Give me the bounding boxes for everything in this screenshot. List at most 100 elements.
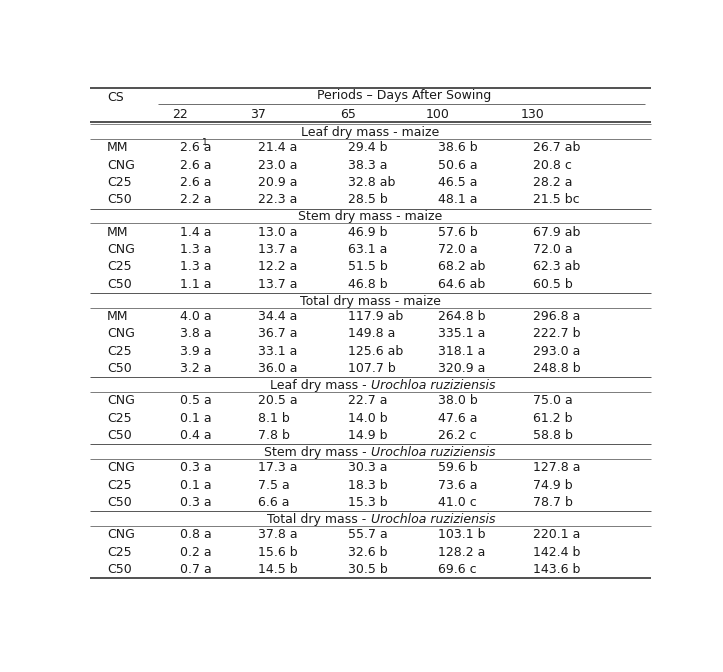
Text: Urochloa ruziziensis: Urochloa ruziziensis [371, 513, 495, 526]
Text: 38.0 b: 38.0 b [438, 394, 477, 407]
Text: 13.7 a: 13.7 a [259, 243, 298, 256]
Text: 74.9 b: 74.9 b [533, 478, 573, 492]
Text: C50: C50 [107, 278, 132, 291]
Text: 2.6 a: 2.6 a [180, 141, 212, 154]
Text: 47.6 a: 47.6 a [438, 412, 477, 425]
Text: 68.2 ab: 68.2 ab [438, 260, 485, 274]
Text: 38.6 b: 38.6 b [438, 141, 477, 154]
Text: 3.2 a: 3.2 a [180, 362, 212, 375]
Text: 8.1 b: 8.1 b [259, 412, 290, 425]
Text: 2.6 a: 2.6 a [180, 176, 212, 189]
Text: 142.4 b: 142.4 b [533, 546, 581, 558]
Text: C25: C25 [107, 412, 132, 425]
Text: 1.1 a: 1.1 a [180, 278, 212, 291]
Text: 41.0 c: 41.0 c [438, 496, 476, 509]
Text: CS: CS [107, 91, 124, 103]
Text: CNG: CNG [107, 327, 135, 340]
Text: C50: C50 [107, 429, 132, 442]
Text: 65: 65 [341, 108, 356, 121]
Text: 30.5 b: 30.5 b [348, 563, 388, 576]
Text: 69.6 c: 69.6 c [438, 563, 476, 576]
Text: Periods – Days After Sowing: Periods – Days After Sowing [317, 89, 492, 102]
Text: 2.2 a: 2.2 a [180, 194, 212, 206]
Text: Total dry mass -: Total dry mass - [268, 513, 371, 526]
Text: 36.0 a: 36.0 a [259, 362, 298, 375]
Text: 17.3 a: 17.3 a [259, 461, 298, 474]
Text: 296.8 a: 296.8 a [533, 310, 581, 323]
Text: 14.9 b: 14.9 b [348, 429, 388, 442]
Text: 33.1 a: 33.1 a [259, 345, 298, 358]
Text: 46.9 b: 46.9 b [348, 226, 388, 239]
Text: 22.7 a: 22.7 a [348, 394, 388, 407]
Text: 1.3 a: 1.3 a [180, 260, 212, 274]
Text: 36.7 a: 36.7 a [259, 327, 298, 340]
Text: 38.3 a: 38.3 a [348, 159, 388, 171]
Text: 128.2 a: 128.2 a [438, 546, 485, 558]
Text: 63.1 a: 63.1 a [348, 243, 388, 256]
Text: 29.4 b: 29.4 b [348, 141, 388, 154]
Text: 130: 130 [521, 108, 545, 121]
Text: 20.8 c: 20.8 c [533, 159, 572, 171]
Text: 28.2 a: 28.2 a [533, 176, 573, 189]
Text: 143.6 b: 143.6 b [533, 563, 581, 576]
Text: 37: 37 [251, 108, 266, 121]
Text: 48.1 a: 48.1 a [438, 194, 477, 206]
Text: 117.9 ab: 117.9 ab [348, 310, 403, 323]
Text: 32.6 b: 32.6 b [348, 546, 388, 558]
Text: 60.5 b: 60.5 b [533, 278, 573, 291]
Text: 0.5 a: 0.5 a [180, 394, 212, 407]
Text: 222.7 b: 222.7 b [533, 327, 581, 340]
Text: 103.1 b: 103.1 b [438, 528, 485, 541]
Text: 59.6 b: 59.6 b [438, 461, 477, 474]
Text: 3.8 a: 3.8 a [180, 327, 212, 340]
Text: C25: C25 [107, 478, 132, 492]
Text: Leaf dry mass -: Leaf dry mass - [270, 379, 371, 392]
Text: CNG: CNG [107, 159, 135, 171]
Text: 2.6 a: 2.6 a [180, 159, 212, 171]
Text: 248.8 b: 248.8 b [533, 362, 581, 375]
Text: Leaf dry mass - maize: Leaf dry mass - maize [301, 126, 440, 139]
Text: Urochloa ruziziensis: Urochloa ruziziensis [371, 446, 495, 459]
Text: 125.6 ab: 125.6 ab [348, 345, 403, 358]
Text: 7.8 b: 7.8 b [259, 429, 291, 442]
Text: 21.5 bc: 21.5 bc [533, 194, 580, 206]
Text: CNG: CNG [107, 394, 135, 407]
Text: Stem dry mass - maize: Stem dry mass - maize [299, 210, 442, 223]
Text: Stem dry mass -: Stem dry mass - [264, 446, 371, 459]
Text: 320.9 a: 320.9 a [438, 362, 485, 375]
Text: C50: C50 [107, 194, 132, 206]
Text: 23.0 a: 23.0 a [259, 159, 298, 171]
Text: 67.9 ab: 67.9 ab [533, 226, 581, 239]
Text: 0.3 a: 0.3 a [180, 496, 212, 509]
Text: 20.9 a: 20.9 a [259, 176, 298, 189]
Text: 18.3 b: 18.3 b [348, 478, 388, 492]
Text: CNG: CNG [107, 528, 135, 541]
Text: 62.3 ab: 62.3 ab [533, 260, 581, 274]
Text: 72.0 a: 72.0 a [438, 243, 477, 256]
Text: C25: C25 [107, 260, 132, 274]
Text: 57.6 b: 57.6 b [438, 226, 477, 239]
Text: 1.4 a: 1.4 a [180, 226, 212, 239]
Text: 0.1 a: 0.1 a [180, 412, 212, 425]
Text: 264.8 b: 264.8 b [438, 310, 485, 323]
Text: 55.7 a: 55.7 a [348, 528, 388, 541]
Text: 4.0 a: 4.0 a [180, 310, 212, 323]
Text: Urochloa ruziziensis: Urochloa ruziziensis [371, 379, 495, 392]
Text: 26.7 ab: 26.7 ab [533, 141, 581, 154]
Text: C25: C25 [107, 345, 132, 358]
Text: 28.5 b: 28.5 b [348, 194, 388, 206]
Text: 32.8 ab: 32.8 ab [348, 176, 395, 189]
Text: 7.5 a: 7.5 a [259, 478, 290, 492]
Text: 13.7 a: 13.7 a [259, 278, 298, 291]
Text: Total dry mass - maize: Total dry mass - maize [300, 295, 441, 308]
Text: 46.8 b: 46.8 b [348, 278, 388, 291]
Text: MM: MM [107, 141, 129, 154]
Text: 1: 1 [201, 138, 208, 147]
Text: 220.1 a: 220.1 a [533, 528, 581, 541]
Text: 30.3 a: 30.3 a [348, 461, 388, 474]
Text: C50: C50 [107, 496, 132, 509]
Text: 64.6 ab: 64.6 ab [438, 278, 485, 291]
Text: 0.3 a: 0.3 a [180, 461, 212, 474]
Text: 0.1 a: 0.1 a [180, 478, 212, 492]
Text: 14.5 b: 14.5 b [259, 563, 298, 576]
